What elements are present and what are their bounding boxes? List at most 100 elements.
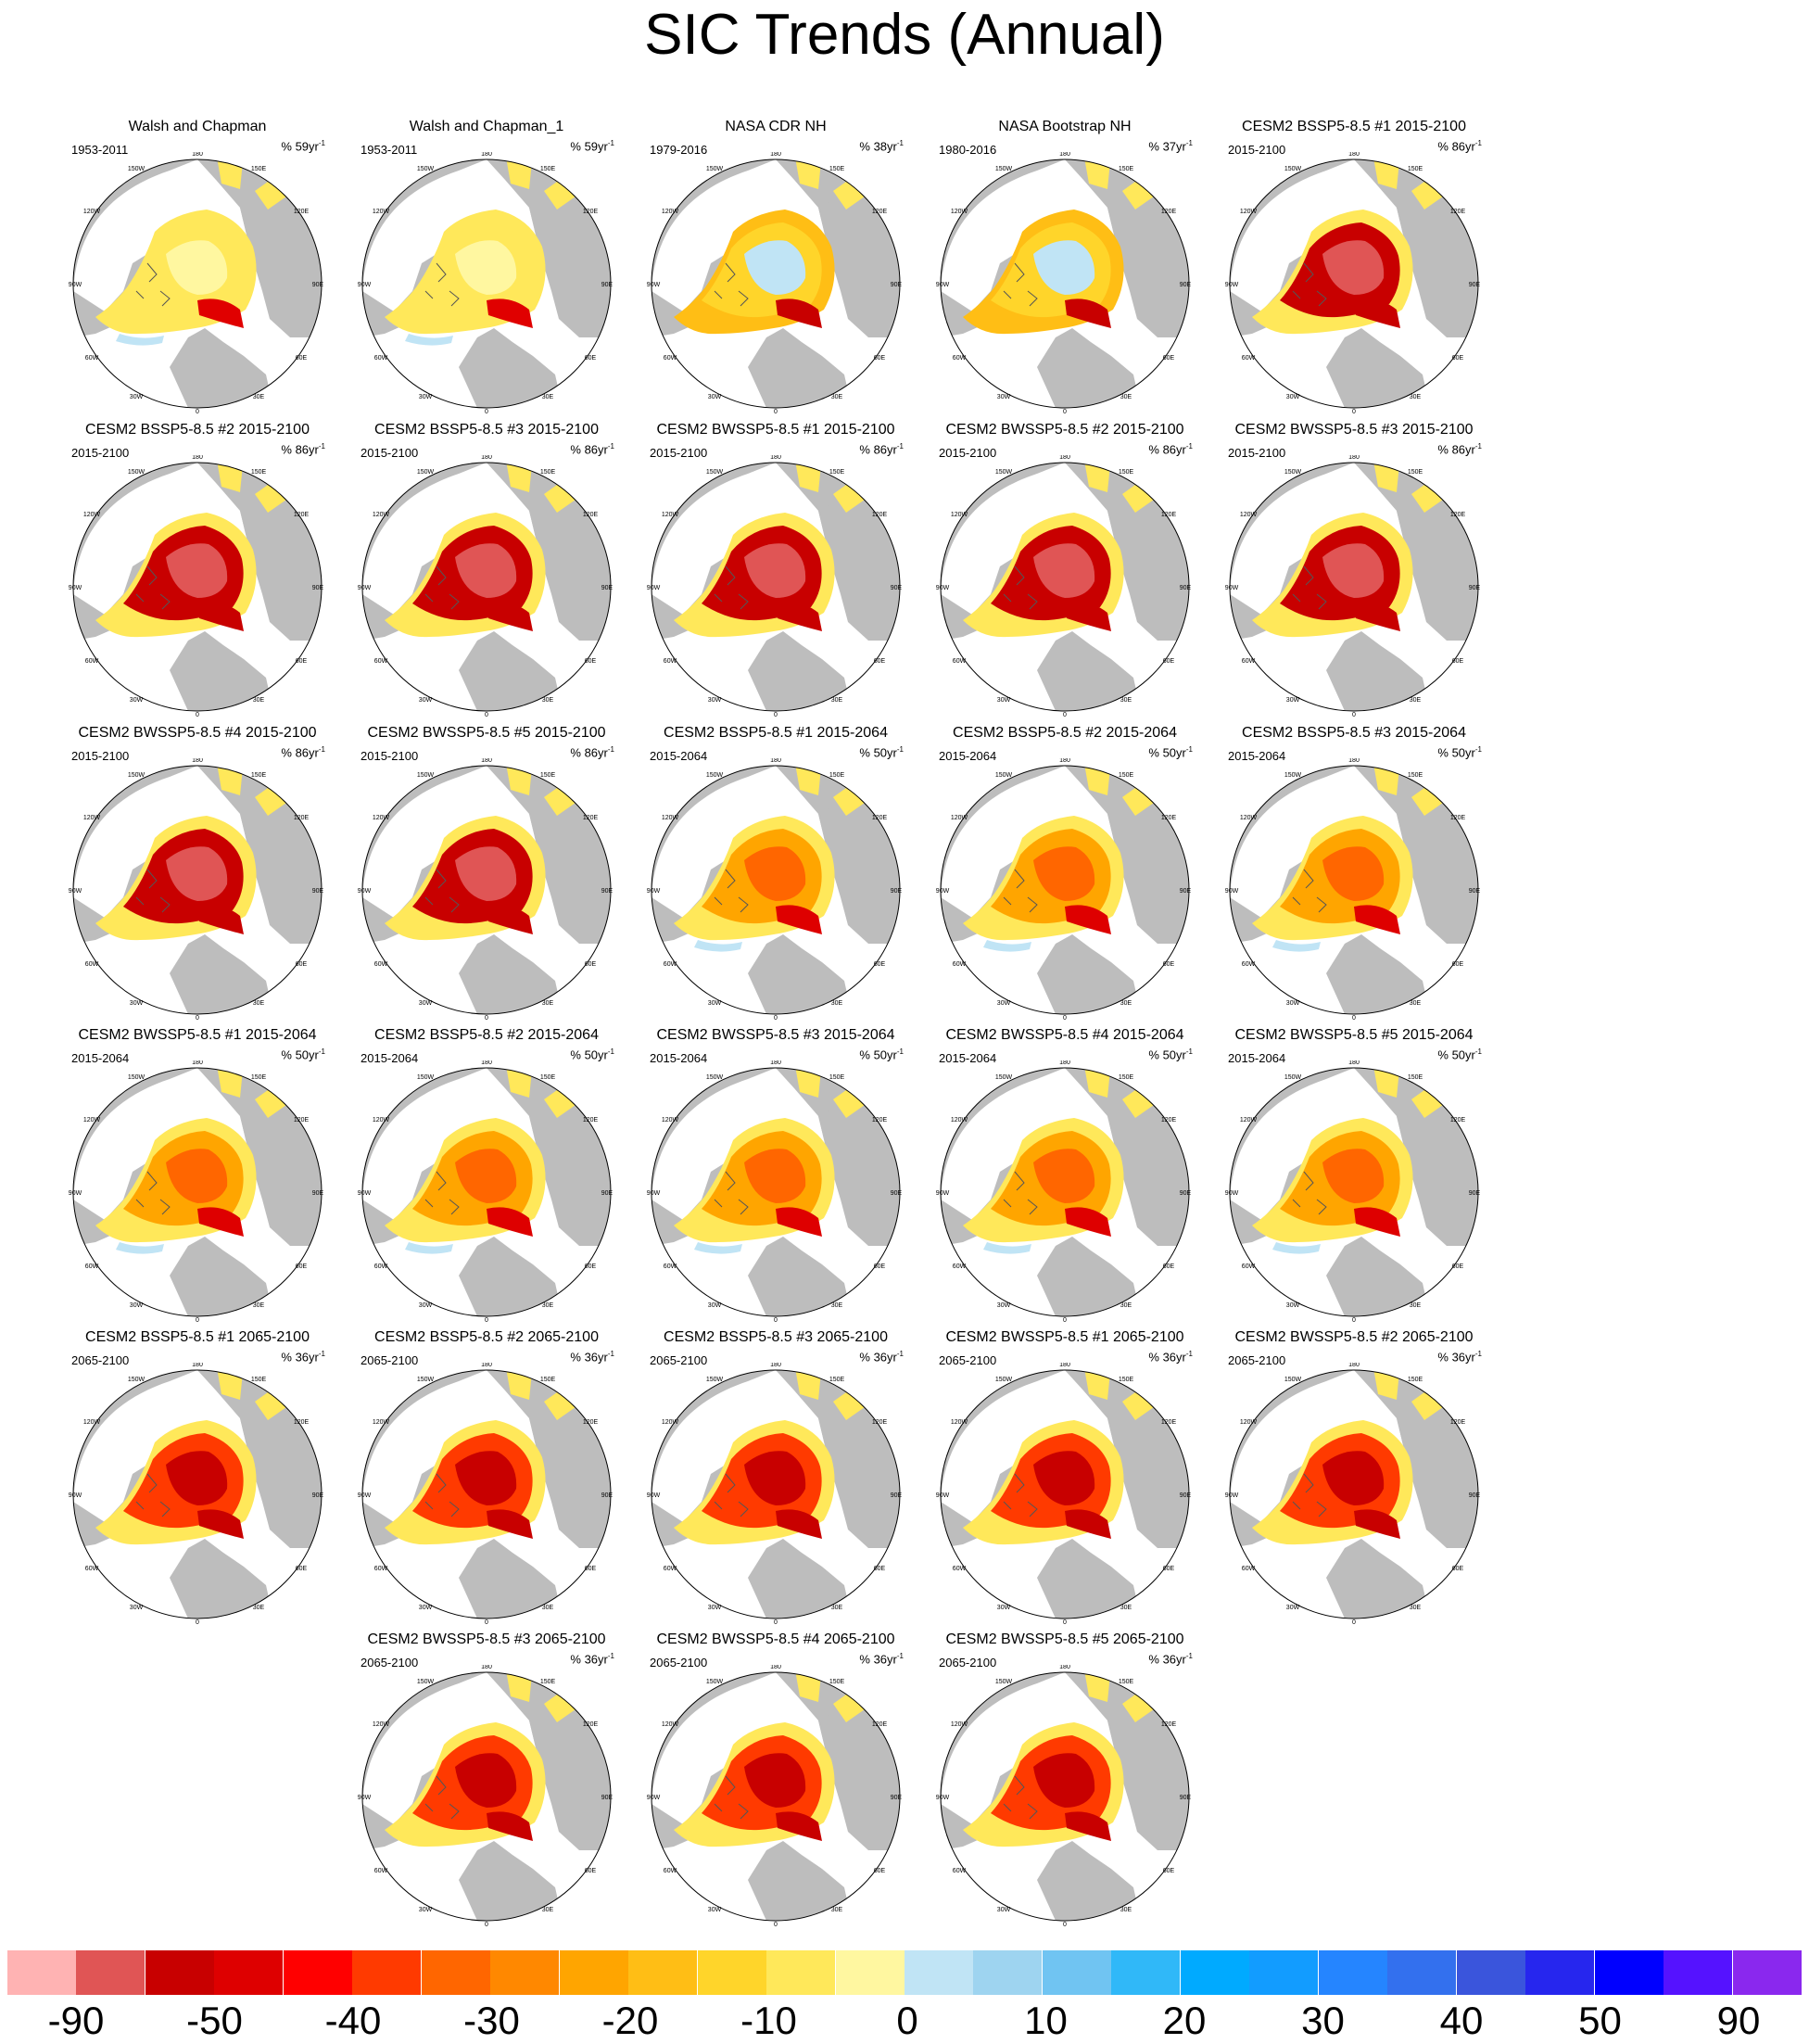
longitude-label: 0 [774, 1317, 778, 1324]
longitude-label: 120E [583, 512, 599, 518]
map-panel: CESM2 BWSSP5-8.5 #4 2015-2064 2015-2064 % … [926, 1027, 1204, 1324]
panel-title: CESM2 BSSP5-8.5 #2 2015-2064 [953, 725, 1177, 741]
panel-units: % 36yr-1 [570, 1652, 614, 1667]
longitude-label: 120W [1240, 815, 1258, 821]
longitude-label: 60E [1163, 1868, 1175, 1874]
longitude-label: 0 [1352, 1317, 1356, 1324]
panel-period: 2015-2100 [71, 446, 130, 460]
longitude-label: 180 [1348, 1060, 1360, 1066]
longitude-label: 60W [374, 961, 388, 968]
longitude-label: 150E [251, 1377, 267, 1383]
longitude-label: 180 [192, 1060, 203, 1066]
panel-period: 2065-2100 [650, 1656, 708, 1669]
longitude-label: 90E [312, 888, 324, 895]
longitude-label: 120W [373, 512, 390, 518]
longitude-label: 30W [997, 394, 1011, 400]
longitude-label: 30E [253, 1302, 265, 1309]
longitude-label: 120E [872, 815, 888, 821]
longitude-label: 90W [1225, 1190, 1239, 1197]
colorbar-swatch [1732, 1950, 1803, 1995]
longitude-label: 180 [481, 1665, 492, 1670]
longitude-label: 180 [770, 758, 781, 764]
longitude-label: 150E [1119, 166, 1134, 172]
longitude-label: 90E [601, 888, 614, 895]
longitude-label: 0 [485, 409, 488, 415]
panel-units: % 50yr-1 [1437, 745, 1482, 760]
panel-title: CESM2 BWSSP5-8.5 #1 2015-2064 [78, 1027, 317, 1043]
longitude-label: 150W [995, 1679, 1013, 1685]
longitude-label: 0 [1063, 1619, 1067, 1626]
longitude-label: 150W [1284, 772, 1302, 779]
longitude-label: 150W [995, 469, 1013, 476]
longitude-label: 30W [130, 394, 144, 400]
longitude-label: 120E [294, 1117, 310, 1124]
longitude-label: 30E [831, 394, 843, 400]
longitude-label: 90W [647, 888, 661, 895]
longitude-label: 60E [585, 355, 597, 362]
longitude-label: 120W [373, 815, 390, 821]
longitude-label: 90W [358, 282, 372, 288]
longitude-label: 180 [1059, 152, 1070, 158]
longitude-label: 120W [951, 815, 968, 821]
map-panel: CESM2 BWSSP5-8.5 #5 2065-2100 2065-2100 % … [926, 1631, 1204, 1928]
longitude-label: 150W [1284, 1377, 1302, 1383]
longitude-label: 0 [774, 712, 778, 718]
panel-units: % 86yr-1 [1148, 442, 1193, 457]
panel-units: % 50yr-1 [1148, 1047, 1193, 1062]
colorbar-swatch [904, 1950, 974, 1995]
longitude-label: 150W [706, 772, 724, 779]
map-panel: CESM2 BSSP5-8.5 #1 2065-2100 2065-2100 % 3… [58, 1329, 336, 1626]
longitude-label: 90W [1225, 888, 1239, 895]
longitude-label: 60W [85, 658, 99, 665]
longitude-label: 150W [128, 469, 145, 476]
longitude-label: 90W [647, 1795, 661, 1801]
panel-units: % 36yr-1 [859, 1350, 904, 1365]
longitude-label: 150W [417, 1679, 435, 1685]
longitude-label: 90E [1469, 585, 1481, 591]
polar-map: 180 150E 120E 90E 60E 30E 0 30W 60W 90W 120W 150W [936, 1363, 1192, 1626]
polar-map: 180 150E 120E 90E 60E 30E 0 30W 60W 90W 120W 150W [358, 1060, 614, 1324]
longitude-label: 120W [1240, 1117, 1258, 1124]
polar-map: 180 150E 120E 90E 60E 30E 0 30W 60W 90W 120W 150W [358, 455, 614, 718]
map-panel: NASA CDR NH 1979-2016 % 38yr-1 180 150E 120E 9… [637, 119, 915, 415]
colorbar [7, 1950, 1803, 1995]
polar-map: 180 150E 120E 90E 60E 30E 0 30W 60W 90W 120W 150W [69, 758, 324, 1022]
longitude-label: 30E [1410, 1605, 1422, 1611]
longitude-label: 120E [872, 512, 888, 518]
longitude-label: 30E [253, 1605, 265, 1611]
panel-period: 2015-2064 [650, 749, 708, 763]
longitude-label: 120W [373, 1721, 390, 1728]
colorbar-swatch [697, 1950, 767, 1995]
longitude-label: 0 [1063, 1015, 1067, 1022]
panel-title: CESM2 BSSP5-8.5 #1 2065-2100 [85, 1329, 310, 1345]
longitude-label: 60W [1242, 658, 1256, 665]
longitude-label: 0 [1063, 712, 1067, 718]
longitude-label: 60E [1163, 1566, 1175, 1572]
longitude-label: 0 [485, 1015, 488, 1022]
longitude-label: 60W [85, 961, 99, 968]
longitude-label: 90W [69, 888, 82, 895]
longitude-label: 120E [1450, 512, 1466, 518]
longitude-label: 0 [1352, 409, 1356, 415]
panel-title: CESM2 BWSSP5-8.5 #3 2015-2064 [656, 1027, 895, 1043]
longitude-label: 120W [83, 815, 101, 821]
longitude-label: 30E [831, 1000, 843, 1007]
longitude-label: 150E [540, 1074, 556, 1081]
longitude-label: 120W [662, 815, 679, 821]
longitude-label: 150W [1284, 1074, 1302, 1081]
longitude-label: 150W [1284, 469, 1302, 476]
panel-units: % 36yr-1 [570, 1350, 614, 1365]
longitude-label: 120W [83, 209, 101, 215]
longitude-label: 120W [951, 1419, 968, 1426]
longitude-label: 60E [585, 1263, 597, 1270]
longitude-label: 60E [296, 355, 308, 362]
polar-map: 180 150E 120E 90E 60E 30E 0 30W 60W 90W 120W 150W [647, 152, 903, 415]
longitude-label: 120W [373, 1117, 390, 1124]
map-panel: CESM2 BWSSP5-8.5 #1 2065-2100 2065-2100 % … [926, 1329, 1204, 1626]
polar-map: 180 150E 120E 90E 60E 30E 0 30W 60W 90W 120W 150W [647, 1363, 903, 1626]
colorbar-swatch [1318, 1950, 1388, 1995]
longitude-label: 120E [1161, 1721, 1177, 1728]
longitude-label: 150E [1119, 1074, 1134, 1081]
longitude-label: 120E [294, 815, 310, 821]
panel-units: % 36yr-1 [1148, 1652, 1193, 1667]
